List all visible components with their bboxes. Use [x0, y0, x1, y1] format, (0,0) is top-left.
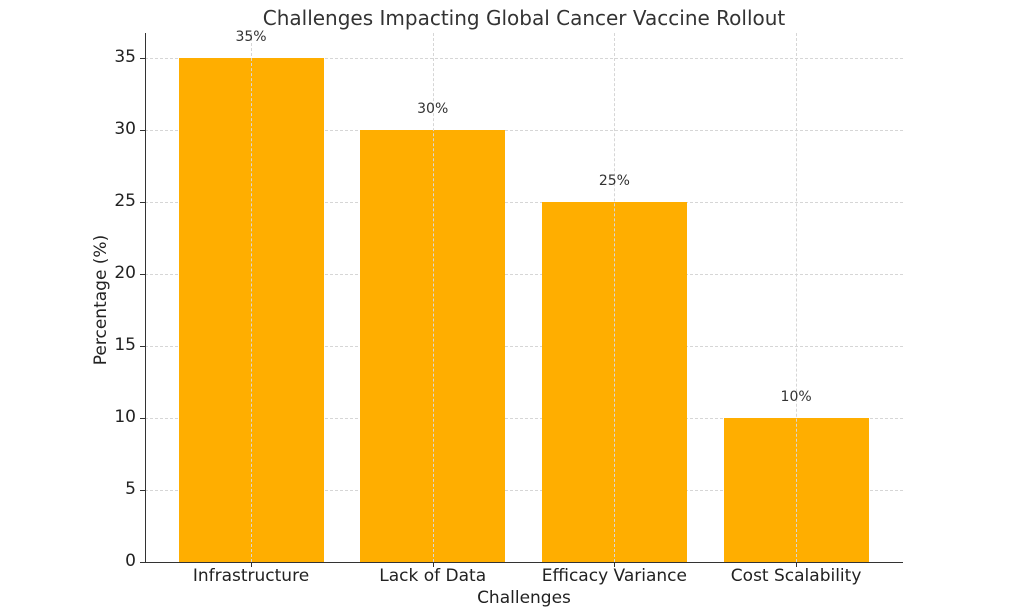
- grid-line-horizontal: [145, 58, 903, 60]
- grid-line-horizontal: [145, 202, 903, 204]
- data-label: 10%: [780, 389, 812, 406]
- y-tick-label: 5: [125, 479, 136, 500]
- grid-line-horizontal: [145, 274, 903, 276]
- x-tick: [614, 562, 616, 567]
- y-tick: [140, 562, 145, 563]
- grid-line-horizontal: [145, 490, 903, 492]
- y-tick-label: 0: [125, 551, 136, 571]
- grid-line-vertical: [796, 33, 798, 562]
- x-tick-label: Infrastructure: [192, 566, 310, 586]
- grid-line-horizontal: [145, 130, 903, 132]
- grid-line-vertical: [432, 33, 434, 562]
- x-tick-label: Lack of Data: [379, 566, 487, 586]
- y-tick-label: 25: [114, 191, 136, 212]
- plot-area: 35% 30% 25% 10%: [145, 29, 903, 562]
- y-tick: [140, 202, 145, 204]
- y-axis-label: Percentage (%): [91, 234, 111, 366]
- data-label: 30%: [417, 101, 449, 118]
- x-tick-label: Cost Scalability: [730, 566, 862, 586]
- y-tick: [140, 418, 145, 420]
- data-label: 25%: [598, 173, 630, 190]
- y-tick: [140, 58, 145, 60]
- x-tick: [796, 562, 798, 567]
- y-tick-label: 20: [114, 263, 136, 284]
- chart-title: Challenges Impacting Global Cancer Vacci…: [262, 6, 786, 30]
- grid-line-vertical: [614, 33, 616, 562]
- y-tick-label: 15: [114, 335, 136, 356]
- x-axis-line: [145, 562, 903, 563]
- y-tick-label: 30: [114, 119, 136, 140]
- y-tick: [140, 490, 145, 492]
- y-tick: [140, 346, 145, 348]
- y-axis-line: [145, 33, 146, 563]
- grid-line-horizontal: [145, 418, 903, 420]
- y-tick-label: 10: [114, 407, 136, 428]
- y-tick-label: 35: [114, 47, 136, 68]
- y-tick: [140, 274, 145, 276]
- grid-line-horizontal: [145, 346, 903, 348]
- y-tick: [140, 130, 145, 132]
- x-tick: [251, 562, 252, 567]
- x-axis-label: Challenges: [477, 588, 571, 608]
- x-tick-label: Efficacy Variance: [541, 566, 687, 586]
- data-label: 35%: [235, 29, 267, 46]
- grid-line-vertical: [251, 33, 252, 562]
- x-tick: [432, 562, 434, 567]
